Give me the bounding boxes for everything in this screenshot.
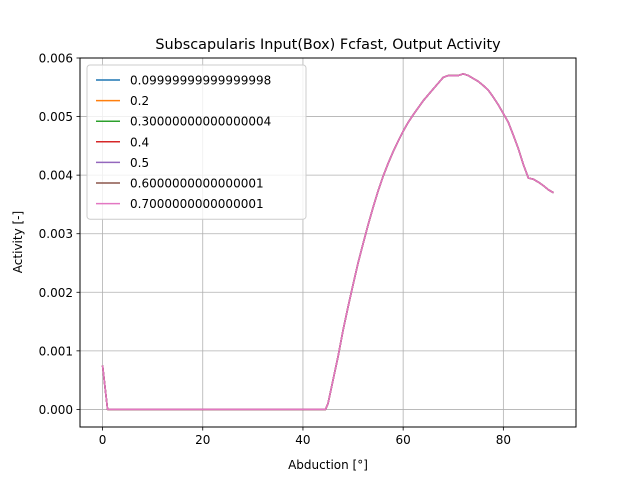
series-line	[101, 73, 554, 411]
legend-label: 0.4	[130, 135, 149, 149]
y-tick-label: 0.003	[39, 227, 73, 241]
plot-frame	[79, 57, 577, 428]
x-tick-label: 60	[396, 433, 411, 447]
legend-label: 0.30000000000000004	[130, 115, 271, 129]
y-tick-label: 0.006	[39, 52, 73, 66]
chart-title: Subscapularis Input(Box) Fcfast, Output …	[155, 37, 501, 53]
legend: 0.09999999999999998 0.2 0.3000000000000000…	[86, 64, 307, 220]
y-tick-label: 0.002	[39, 286, 73, 300]
x-tick-label: 20	[195, 433, 210, 447]
y-tick-label: 0.004	[39, 169, 73, 183]
legend-label: 0.7000000000000001	[130, 197, 264, 211]
x-tick-label: 80	[496, 433, 511, 447]
x-tick-label: 40	[295, 433, 310, 447]
y-tick-label: 0.000	[39, 403, 73, 417]
legend-box	[86, 64, 307, 220]
series-lines	[101, 73, 554, 411]
x-tick-label: 0	[99, 433, 107, 447]
legend-label: 0.09999999999999998	[130, 74, 271, 88]
x-axis-label: Abduction [°]	[288, 458, 368, 472]
y-tick-label: 0.005	[39, 110, 73, 124]
y-axis-label: Activity [-]	[11, 211, 25, 273]
legend-label: 0.6000000000000001	[130, 177, 264, 191]
legend-label: 0.2	[130, 94, 149, 108]
axis-ticks: 0 20 40 60 80 0.000 0.001 0.002 0.003 0.004 0.005 0…	[39, 52, 511, 448]
y-tick-label: 0.001	[39, 344, 73, 358]
legend-label: 0.5	[130, 156, 149, 170]
